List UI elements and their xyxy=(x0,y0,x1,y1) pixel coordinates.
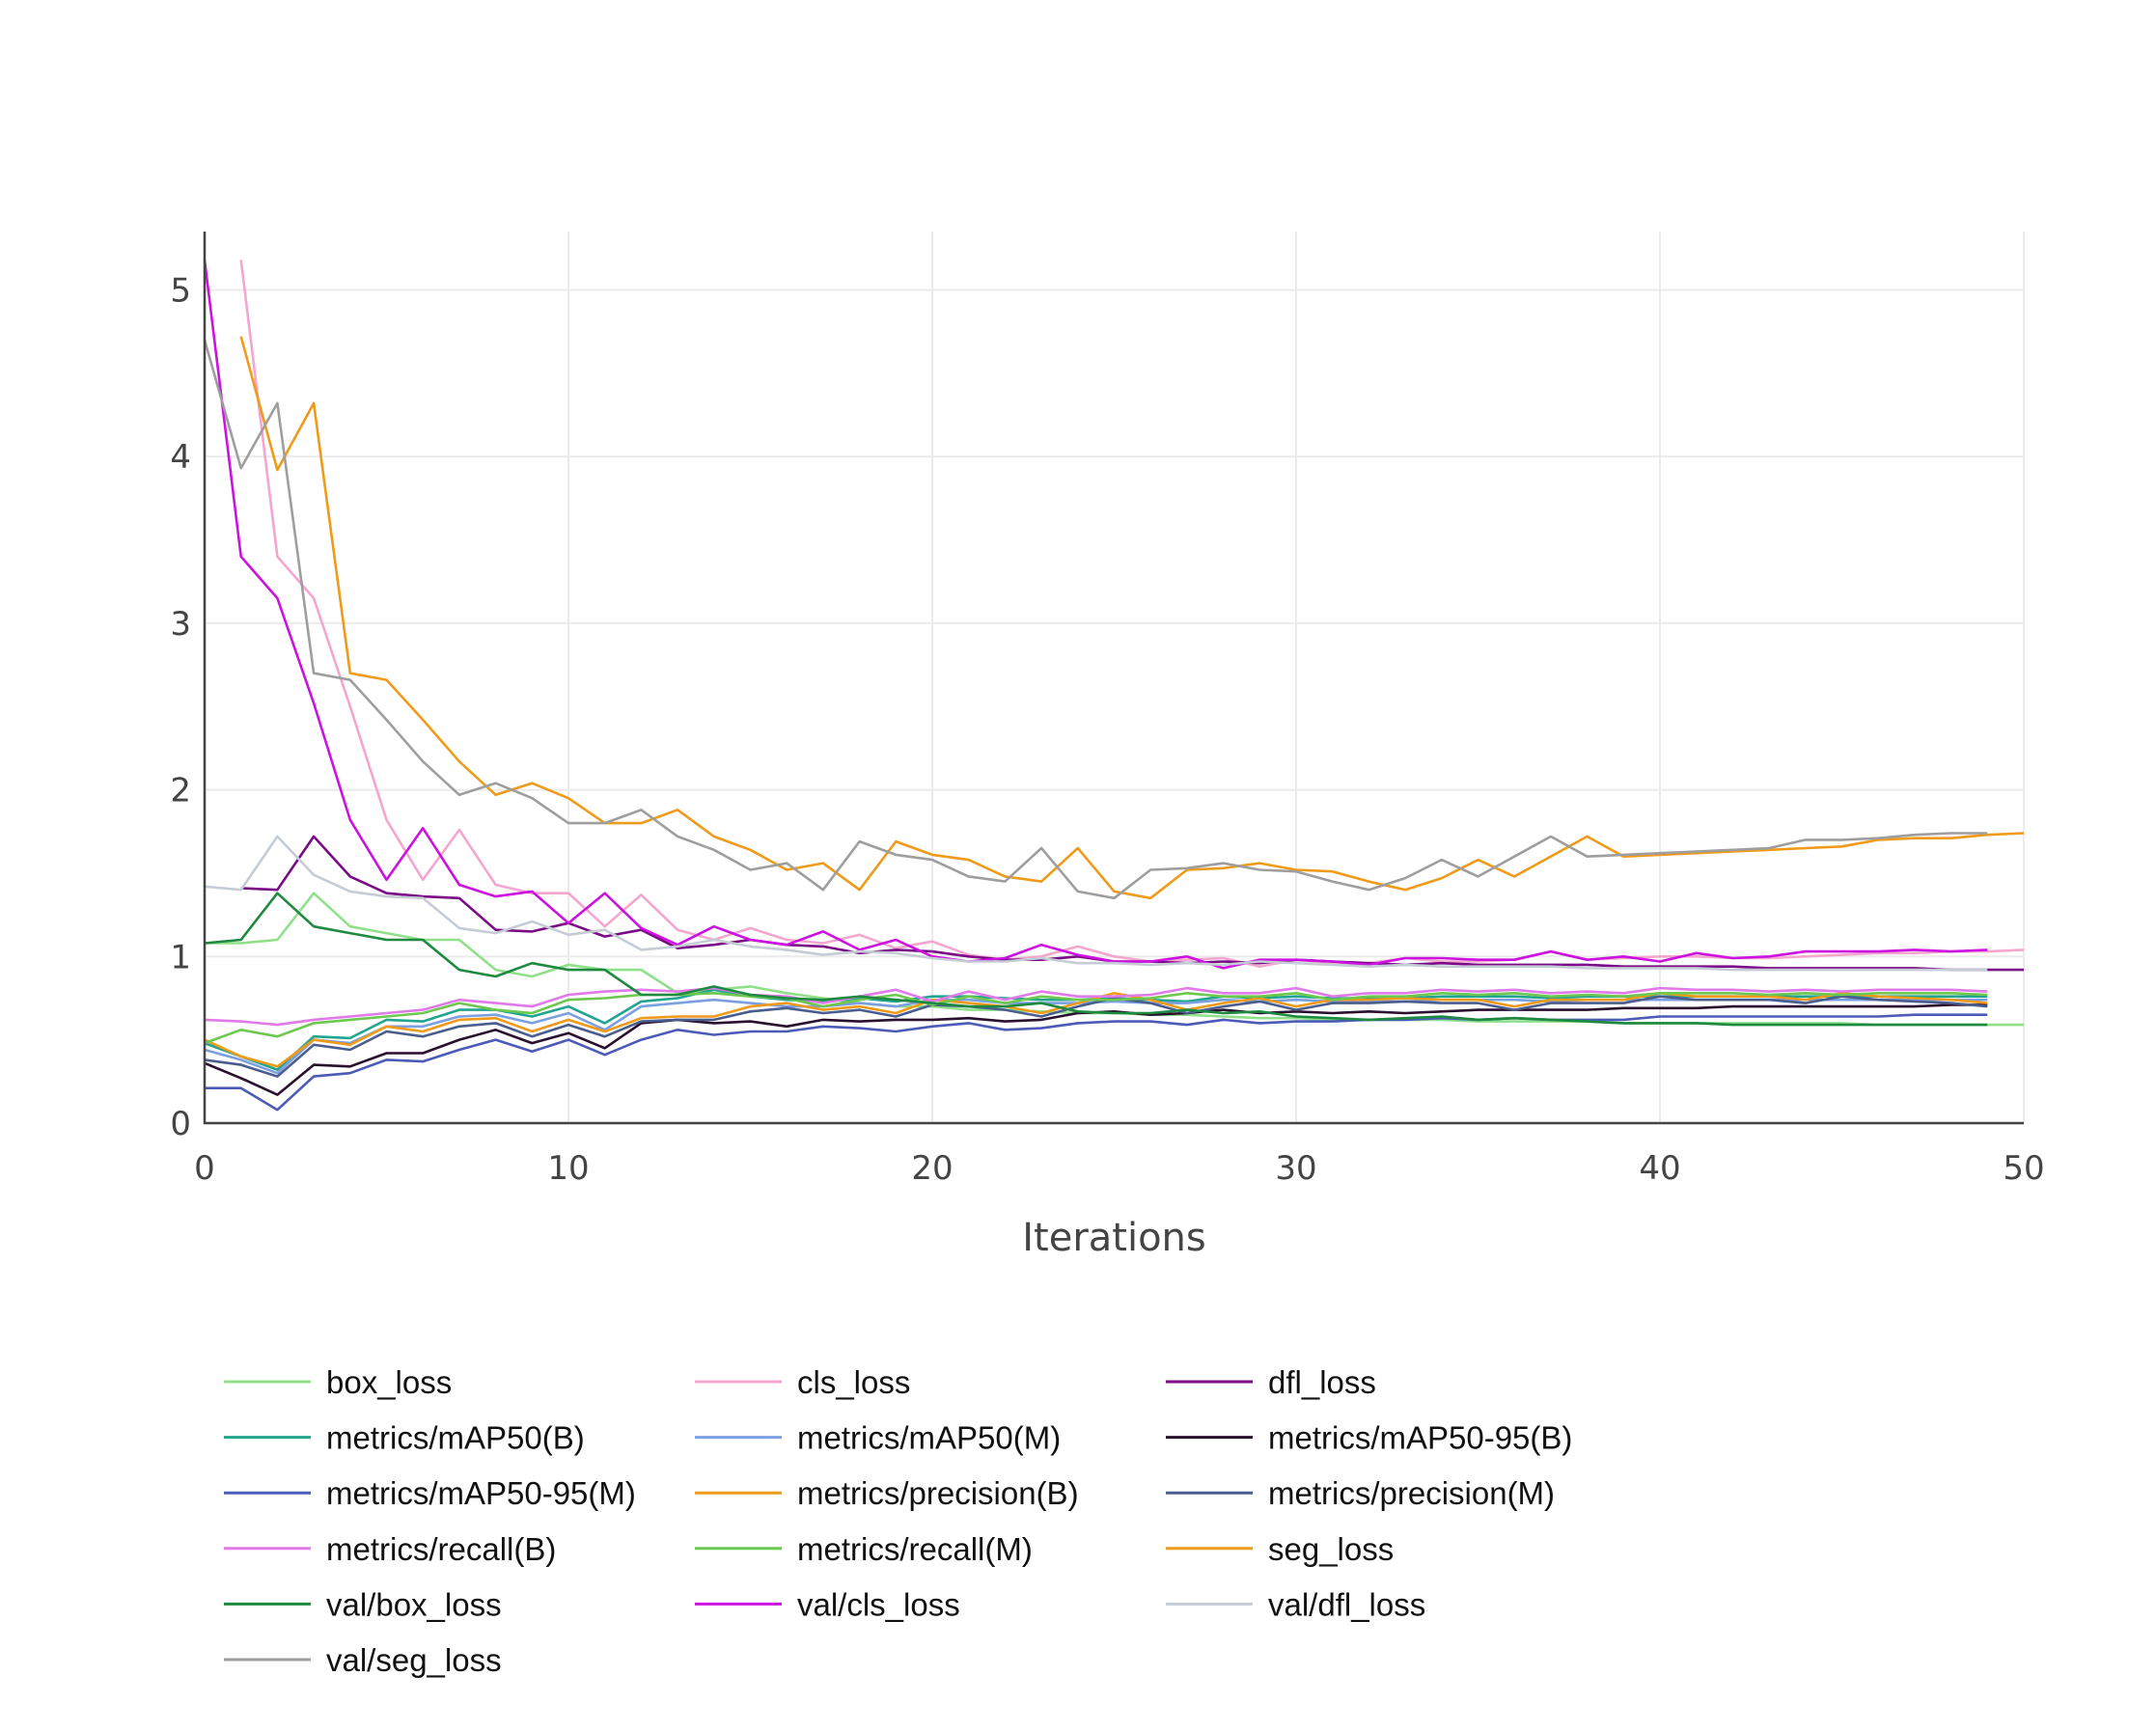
legend-label-0: box_loss xyxy=(326,1364,452,1400)
legend-label-4: metrics/mAP50(M) xyxy=(797,1420,1061,1456)
y-tick-label-3: 3 xyxy=(170,605,191,644)
legend-label-12: val/box_loss xyxy=(326,1586,502,1622)
x-tick-label-2: 20 xyxy=(911,1149,953,1188)
y-tick-label-5: 5 xyxy=(170,271,191,310)
legend-label-3: metrics/mAP50(B) xyxy=(326,1420,585,1456)
x-tick-label-4: 40 xyxy=(1639,1149,1680,1188)
series-line-12 xyxy=(204,892,1988,1027)
x-axis-tick-labels: 0 10 20 30 40 50 xyxy=(194,1149,2044,1188)
series-line-8 xyxy=(204,995,1988,1078)
legend-label-7: metrics/precision(B) xyxy=(797,1475,1079,1511)
legend-label-8: metrics/precision(M) xyxy=(1268,1475,1555,1511)
x-axis-title: Iterations xyxy=(1022,1216,1206,1260)
legend-label-11: seg_loss xyxy=(1268,1531,1394,1567)
series-line-6 xyxy=(205,1013,1988,1112)
x-tick-label-5: 50 xyxy=(2003,1149,2044,1188)
series-line-15 xyxy=(203,339,1988,900)
legend-label-15: val/seg_loss xyxy=(326,1642,502,1678)
series-line-10 xyxy=(204,992,1988,1045)
x-tick-label-3: 30 xyxy=(1275,1149,1316,1188)
y-tick-label-2: 2 xyxy=(170,772,191,811)
x-tick-label-1: 10 xyxy=(547,1149,589,1188)
y-tick-label-1: 1 xyxy=(170,938,191,976)
legend-label-9: metrics/recall(B) xyxy=(326,1531,556,1567)
legend-label-14: val/dfl_loss xyxy=(1268,1586,1425,1622)
series-line-13 xyxy=(203,260,1988,970)
legend: box_loss cls_loss dfl_loss metrics/mAP50(B)… xyxy=(224,1364,1572,1678)
y-axis-tick-labels: 0 1 2 3 4 5 xyxy=(170,271,191,1143)
series-line-9 xyxy=(204,986,1988,1027)
series-line-14 xyxy=(204,835,1988,972)
legend-label-6: metrics/mAP50-95(M) xyxy=(326,1475,636,1511)
series-lines xyxy=(203,260,2025,1112)
legend-label-10: metrics/recall(M) xyxy=(797,1531,1033,1567)
series-line-7 xyxy=(204,992,1988,1068)
y-tick-label-4: 4 xyxy=(170,438,191,477)
series-line-11 xyxy=(239,336,2025,900)
y-tick-label-0: 0 xyxy=(170,1105,191,1143)
x-tick-label-0: 0 xyxy=(194,1149,215,1188)
legend-label-2: dfl_loss xyxy=(1268,1364,1376,1400)
legend-label-5: metrics/mAP50-95(B) xyxy=(1268,1420,1572,1456)
legend-label-1: cls_loss xyxy=(797,1364,910,1400)
axes xyxy=(203,232,2024,1125)
legend-label-13: val/cls_loss xyxy=(797,1586,960,1622)
